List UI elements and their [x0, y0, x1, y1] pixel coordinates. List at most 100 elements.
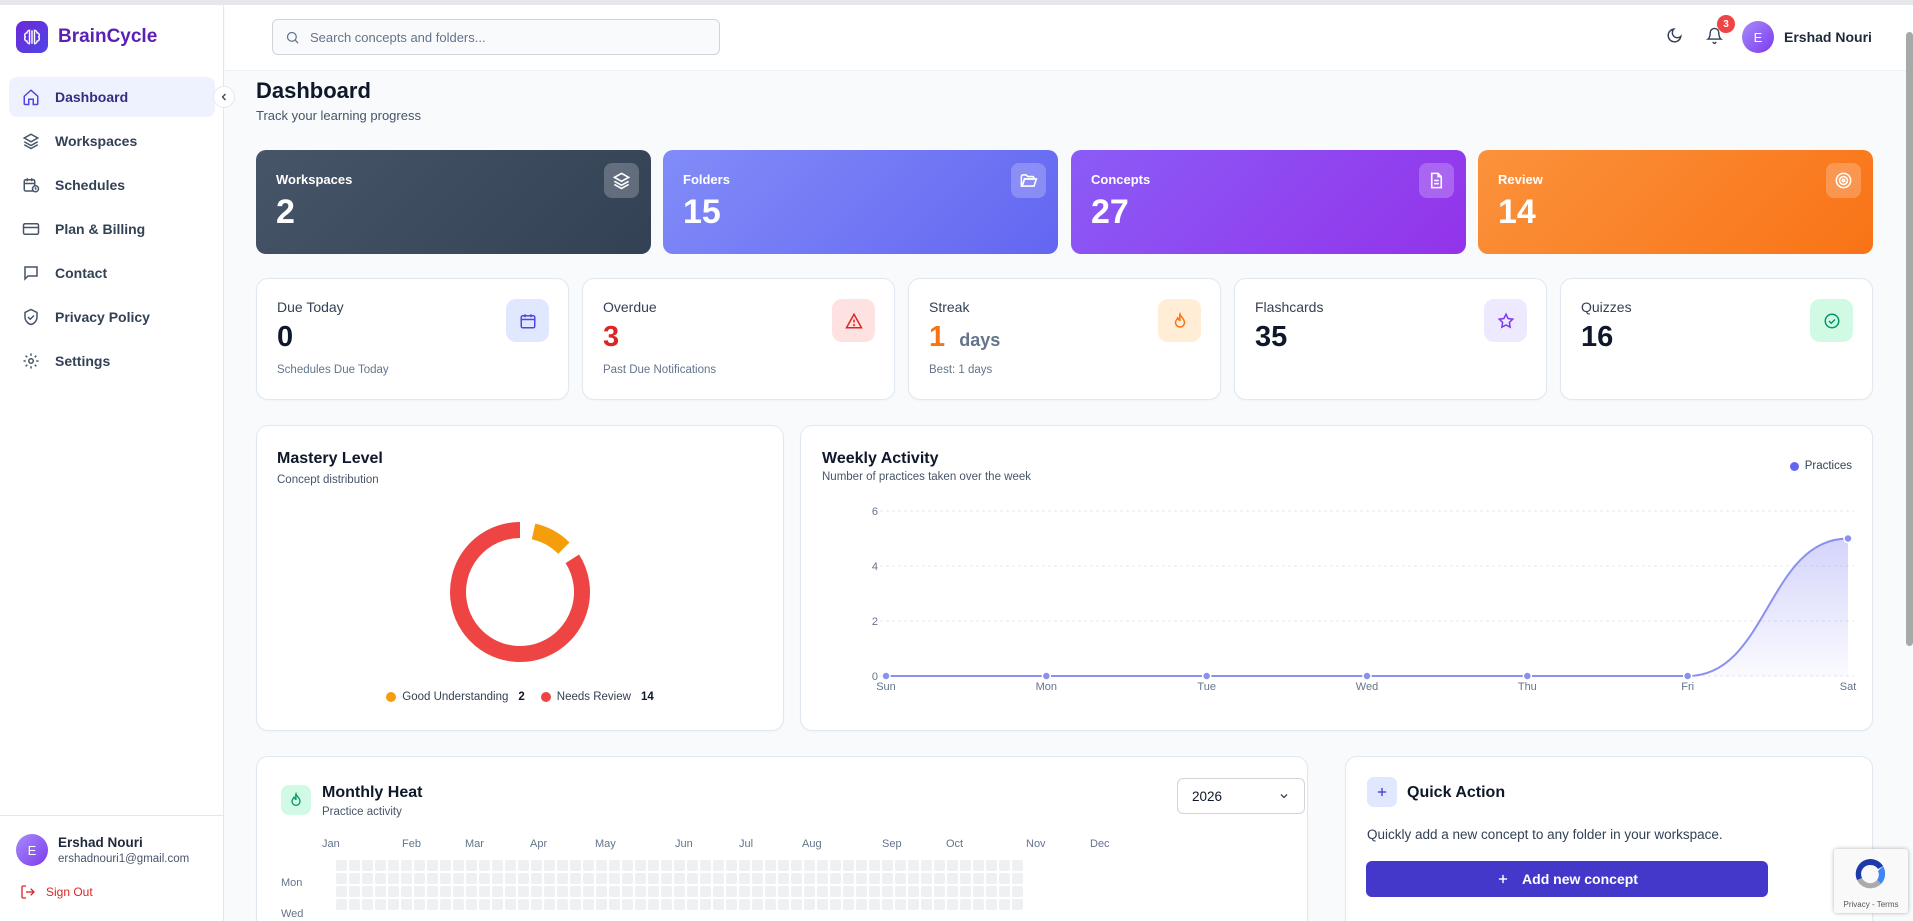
- heatmap-cell[interactable]: [453, 873, 464, 884]
- heatmap-cell[interactable]: [453, 899, 464, 910]
- heatmap-cell[interactable]: [336, 873, 347, 884]
- heatmap-cell[interactable]: [687, 899, 698, 910]
- heatmap-cell[interactable]: [466, 899, 477, 910]
- heatmap-cell[interactable]: [635, 886, 646, 897]
- heatmap-cell[interactable]: [739, 860, 750, 871]
- stat-card-folders[interactable]: Folders 15: [663, 150, 1058, 254]
- heatmap-cell[interactable]: [375, 886, 386, 897]
- heatmap-cell[interactable]: [700, 873, 711, 884]
- heatmap-cell[interactable]: [596, 899, 607, 910]
- donut-slice-needs-review[interactable]: [450, 522, 590, 662]
- heatmap-cell[interactable]: [583, 860, 594, 871]
- heatmap-cell[interactable]: [635, 860, 646, 871]
- heatmap-cell[interactable]: [531, 873, 542, 884]
- heatmap-cell[interactable]: [661, 899, 672, 910]
- heatmap-cell[interactable]: [687, 873, 698, 884]
- heatmap-cell[interactable]: [674, 886, 685, 897]
- collapse-sidebar-button[interactable]: [213, 86, 235, 108]
- heatmap-cell[interactable]: [531, 860, 542, 871]
- heatmap-cell[interactable]: [466, 886, 477, 897]
- heatmap-cell[interactable]: [336, 860, 347, 871]
- heatmap-cell[interactable]: [739, 886, 750, 897]
- heatmap-cell[interactable]: [830, 886, 841, 897]
- mini-stat-due-today[interactable]: Due Today 0 Schedules Due Today: [256, 278, 569, 400]
- mini-stat-overdue[interactable]: Overdue 3 Past Due Notifications: [582, 278, 895, 400]
- heatmap-cell[interactable]: [661, 873, 672, 884]
- heatmap-cell[interactable]: [375, 873, 386, 884]
- donut-slice-good-understanding[interactable]: [531, 523, 570, 555]
- heatmap-cell[interactable]: [609, 873, 620, 884]
- heatmap-cell[interactable]: [843, 899, 854, 910]
- heatmap-cell[interactable]: [739, 899, 750, 910]
- app-logo[interactable]: BrainCycle: [16, 21, 157, 53]
- heatmap-cell[interactable]: [791, 899, 802, 910]
- heatmap-cell[interactable]: [817, 899, 828, 910]
- heatmap-cell[interactable]: [622, 860, 633, 871]
- heatmap-cell[interactable]: [388, 873, 399, 884]
- heatmap-cell[interactable]: [856, 873, 867, 884]
- heatmap-cell[interactable]: [648, 899, 659, 910]
- heatmap-cell[interactable]: [401, 860, 412, 871]
- heatmap-cell[interactable]: [999, 873, 1010, 884]
- heatmap-cell[interactable]: [999, 899, 1010, 910]
- heatmap-cell[interactable]: [336, 886, 347, 897]
- heatmap-cell[interactable]: [791, 886, 802, 897]
- heatmap-cell[interactable]: [973, 886, 984, 897]
- heatmap-cell[interactable]: [414, 886, 425, 897]
- heatmap-cell[interactable]: [479, 873, 490, 884]
- heatmap-cell[interactable]: [401, 899, 412, 910]
- heatmap-cell[interactable]: [622, 899, 633, 910]
- heatmap-cell[interactable]: [557, 873, 568, 884]
- moon-icon[interactable]: [1666, 27, 1683, 44]
- heatmap-cell[interactable]: [427, 860, 438, 871]
- heatmap-cell[interactable]: [414, 873, 425, 884]
- data-point-sat[interactable]: [1843, 533, 1853, 544]
- bell-icon[interactable]: [1706, 27, 1723, 44]
- heatmap-cell[interactable]: [648, 873, 659, 884]
- heatmap-cell[interactable]: [427, 886, 438, 897]
- heatmap-cell[interactable]: [882, 873, 893, 884]
- data-point-fri[interactable]: [1682, 671, 1693, 681]
- heatmap-cell[interactable]: [661, 860, 672, 871]
- heatmap-cell[interactable]: [986, 873, 997, 884]
- year-select[interactable]: 2026: [1177, 778, 1305, 814]
- heatmap-cell[interactable]: [973, 860, 984, 871]
- heatmap-cell[interactable]: [505, 886, 516, 897]
- sidebar-item-dashboard[interactable]: Dashboard: [9, 77, 215, 117]
- add-new-concept-button[interactable]: Add new concept: [1366, 861, 1768, 897]
- heatmap-cell[interactable]: [362, 899, 373, 910]
- heatmap-cell[interactable]: [921, 860, 932, 871]
- heatmap-cell[interactable]: [921, 873, 932, 884]
- mini-stat-quizzes[interactable]: Quizzes 16: [1560, 278, 1873, 400]
- data-point-mon[interactable]: [1041, 671, 1052, 681]
- heatmap-cell[interactable]: [908, 860, 919, 871]
- sidebar-item-plan-billing[interactable]: Plan & Billing: [9, 209, 215, 249]
- heatmap-cell[interactable]: [336, 899, 347, 910]
- heatmap-cell[interactable]: [947, 873, 958, 884]
- heatmap-cell[interactable]: [531, 899, 542, 910]
- heatmap-cell[interactable]: [960, 873, 971, 884]
- heatmap-cell[interactable]: [349, 873, 360, 884]
- heatmap-cell[interactable]: [739, 873, 750, 884]
- heatmap-cell[interactable]: [609, 886, 620, 897]
- heatmap-cell[interactable]: [440, 860, 451, 871]
- heatmap-cell[interactable]: [765, 860, 776, 871]
- search-box[interactable]: [272, 19, 720, 55]
- heatmap-cell[interactable]: [622, 886, 633, 897]
- heatmap-cell[interactable]: [1012, 873, 1023, 884]
- heatmap-cell[interactable]: [804, 860, 815, 871]
- heatmap-cell[interactable]: [726, 886, 737, 897]
- heatmap-cell[interactable]: [570, 860, 581, 871]
- heatmap-cell[interactable]: [388, 886, 399, 897]
- heatmap-cell[interactable]: [791, 860, 802, 871]
- heatmap-cell[interactable]: [700, 860, 711, 871]
- heatmap-cell[interactable]: [895, 886, 906, 897]
- heatmap-cell[interactable]: [401, 873, 412, 884]
- heatmap-cell[interactable]: [843, 886, 854, 897]
- heatmap-cell[interactable]: [557, 860, 568, 871]
- heatmap-cell[interactable]: [544, 860, 555, 871]
- heatmap-cell[interactable]: [804, 899, 815, 910]
- heatmap-cell[interactable]: [869, 873, 880, 884]
- scrollbar[interactable]: [1906, 32, 1913, 646]
- heatmap-cell[interactable]: [804, 873, 815, 884]
